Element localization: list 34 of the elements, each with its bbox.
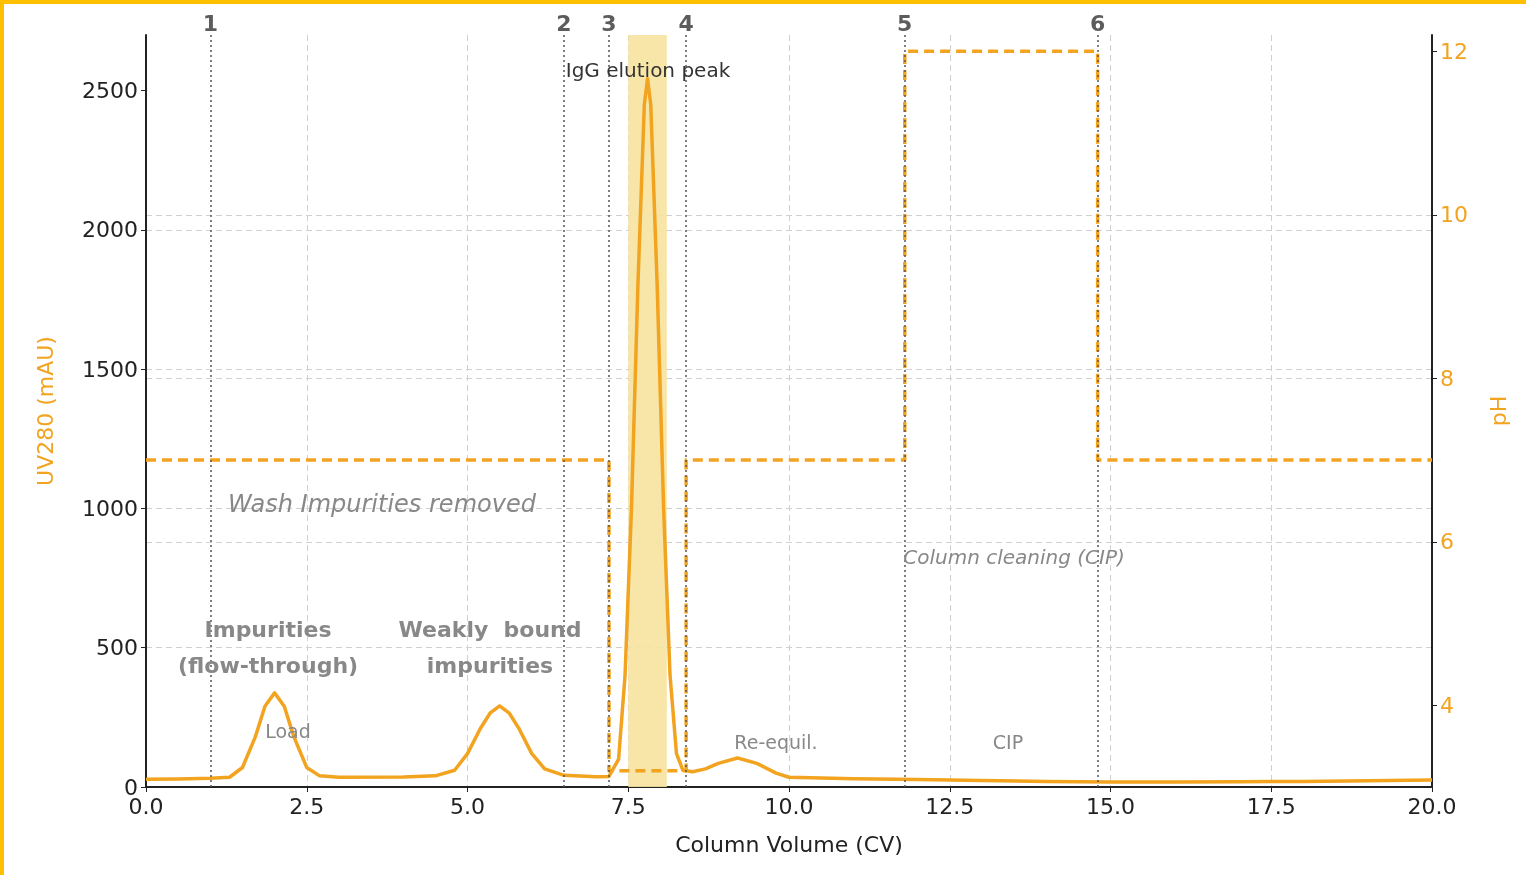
y2-tick-label: 6 (1440, 529, 1454, 555)
x-tick-label: 10.0 (764, 793, 814, 819)
x-tick-label: 12.5 (925, 793, 975, 819)
x-tick-label: 2.5 (289, 793, 325, 819)
x-tick-label: 20.0 (1407, 793, 1457, 819)
y2-tick-label: 4 (1440, 692, 1454, 718)
annotation: Weakly bound impurities (398, 616, 582, 678)
annotation: 4 (678, 10, 694, 36)
y2-tick-label: 12 (1440, 38, 1468, 64)
y-tick-label: 2000 (82, 217, 138, 243)
y2-axis-title: pH (1485, 395, 1511, 427)
y-tick-label: 1000 (82, 495, 138, 521)
y-tick-label: 2500 (82, 78, 138, 104)
annotation: IgG elution peak (565, 58, 731, 82)
annotation: CIP (992, 731, 1024, 753)
x-tick-label: 7.5 (610, 793, 646, 819)
y-axis-title: UV280 (mAU) (32, 336, 58, 486)
y-tick-label: 1500 (82, 356, 138, 382)
x-tick-label: 15.0 (1086, 793, 1135, 819)
x-tick-label: 5.0 (450, 793, 485, 819)
annotation: 6 (1089, 10, 1106, 36)
y2-tick-label: 8 (1440, 365, 1454, 391)
annotation: 1 (202, 10, 218, 36)
annotation: 5 (897, 10, 913, 36)
x-tick-label: 17.5 (1246, 793, 1296, 819)
annotation: Re-equil. (734, 731, 818, 753)
annotation: 3 (601, 10, 617, 36)
y2-tick-label: 10 (1440, 202, 1468, 228)
x-axis-title: Column Volume (CV) (675, 831, 903, 857)
annotation: Column cleaning (CIP) (903, 545, 1125, 569)
y-tick-label: 500 (96, 635, 138, 661)
annotation: Impurities (flow-through) (177, 616, 359, 678)
annotation: Wash Impurities removed (228, 490, 537, 518)
annotation: 2 (556, 10, 572, 36)
